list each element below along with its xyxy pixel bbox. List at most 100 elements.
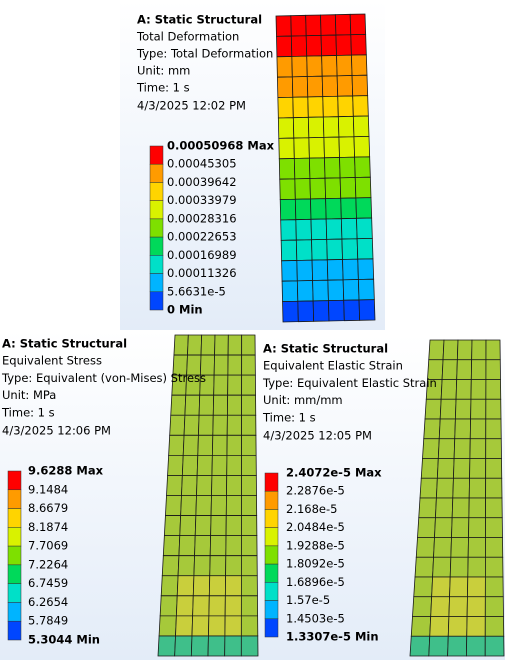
- mesh-cell: [486, 399, 501, 419]
- mesh-cell: [212, 435, 227, 455]
- mesh-cell: [352, 75, 368, 96]
- legend-label: 2.0484e-5: [286, 520, 345, 534]
- mesh-cell: [308, 117, 324, 138]
- mesh-cell: [410, 636, 430, 656]
- mesh-cell: [321, 35, 336, 56]
- mesh-cell: [452, 498, 469, 518]
- legend-swatch: [150, 201, 163, 219]
- mesh-cell: [213, 395, 227, 415]
- mesh-cell: [297, 260, 313, 281]
- legend-label: 0.00016989: [167, 248, 237, 262]
- mesh-cell: [170, 415, 185, 435]
- mesh-cell: [432, 577, 451, 597]
- mesh-cell: [309, 137, 325, 158]
- mesh-cell: [214, 375, 228, 395]
- mesh-cell: [485, 538, 502, 558]
- mesh-cell: [324, 137, 340, 158]
- mesh-cell: [225, 596, 241, 616]
- result-info: Unit: MPa: [2, 388, 56, 402]
- mesh-cell: [294, 158, 310, 179]
- mesh-cell: [193, 576, 209, 596]
- mesh-cell: [429, 636, 448, 656]
- mesh-cell: [470, 439, 486, 459]
- mesh-cell: [470, 419, 486, 439]
- mesh-cell: [227, 415, 241, 435]
- mesh-cell: [282, 281, 298, 302]
- mesh-cell: [450, 577, 468, 597]
- mesh-cell: [182, 455, 197, 475]
- mesh-cell: [355, 157, 371, 178]
- mesh-cell: [457, 340, 472, 360]
- legend-swatch: [8, 490, 21, 509]
- mesh-cell: [438, 439, 454, 459]
- mesh-cell: [471, 399, 486, 419]
- mesh-cell: [293, 117, 309, 138]
- mesh-cell: [469, 478, 485, 498]
- result-info: Time: 1 s: [1, 405, 55, 419]
- legend-swatch: [8, 471, 21, 490]
- mesh-cell: [277, 56, 292, 77]
- mesh-cell: [485, 557, 503, 577]
- mesh-cell: [160, 596, 177, 616]
- legend-swatch: [8, 584, 21, 603]
- mesh-cell: [467, 617, 486, 637]
- mesh-cell: [435, 498, 452, 518]
- legend-label: 9.6288 Max: [28, 464, 104, 478]
- result-info: Type: Equivalent (von-Mises) Stress: [1, 371, 206, 385]
- mesh-cell: [241, 496, 256, 516]
- mesh-cell: [198, 415, 213, 435]
- legend-swatch: [265, 564, 278, 582]
- mesh-cell: [355, 177, 371, 198]
- mesh-cell: [486, 419, 502, 439]
- mesh-cell: [342, 239, 358, 260]
- result-info: Time: 1 s: [136, 81, 190, 95]
- mesh-cell: [294, 138, 310, 159]
- mesh-cell: [183, 435, 198, 455]
- mesh-cell: [358, 279, 374, 300]
- mesh-cell: [486, 498, 503, 518]
- mesh-cell: [307, 76, 323, 97]
- mesh-cell: [212, 475, 227, 495]
- mesh-cell: [322, 55, 338, 76]
- mesh-cell: [215, 335, 229, 355]
- result-info: Time: 1 s: [262, 410, 316, 424]
- mesh-cell: [429, 340, 444, 360]
- mesh-cell: [161, 576, 178, 596]
- mesh-cell: [337, 76, 353, 97]
- mesh-cell: [350, 14, 366, 35]
- mesh-cell: [242, 435, 257, 455]
- mesh-cell: [167, 475, 183, 495]
- mesh-cell: [179, 536, 195, 556]
- mesh-cell: [420, 478, 437, 498]
- legend-label: 9.1484: [28, 482, 68, 496]
- mesh-cell: [295, 199, 311, 220]
- mesh-cell: [450, 557, 468, 577]
- mesh-cell: [435, 518, 453, 538]
- legend-swatch: [150, 182, 163, 200]
- mesh-cell: [176, 596, 193, 616]
- mesh-cell: [180, 516, 196, 536]
- mesh-cell: [485, 636, 504, 656]
- mesh-cell: [241, 596, 257, 616]
- legend-swatch: [150, 164, 163, 182]
- mesh-cell: [226, 516, 241, 536]
- mesh-cell: [440, 399, 456, 419]
- mesh-cell: [164, 516, 180, 536]
- mesh-cell: [280, 179, 296, 200]
- mesh-cell: [198, 435, 213, 455]
- mesh-cell: [448, 636, 467, 656]
- mesh-cell: [168, 455, 184, 475]
- legend-swatch: [265, 509, 278, 527]
- legend-label: 1.9288e-5: [286, 538, 345, 552]
- legend-label: 0.00022653: [167, 230, 237, 244]
- mesh-cell: [184, 415, 199, 435]
- result-info: Unit: mm/mm: [263, 393, 343, 407]
- mesh-cell: [485, 577, 503, 597]
- mesh-cell: [227, 455, 242, 475]
- legend-label: 0.00028316: [167, 211, 237, 225]
- legend-swatch: [150, 274, 163, 292]
- legend-label: 0.00039642: [167, 175, 237, 189]
- legend-swatch: [265, 601, 278, 619]
- mesh-cell: [276, 16, 291, 37]
- mesh-cell: [292, 77, 307, 98]
